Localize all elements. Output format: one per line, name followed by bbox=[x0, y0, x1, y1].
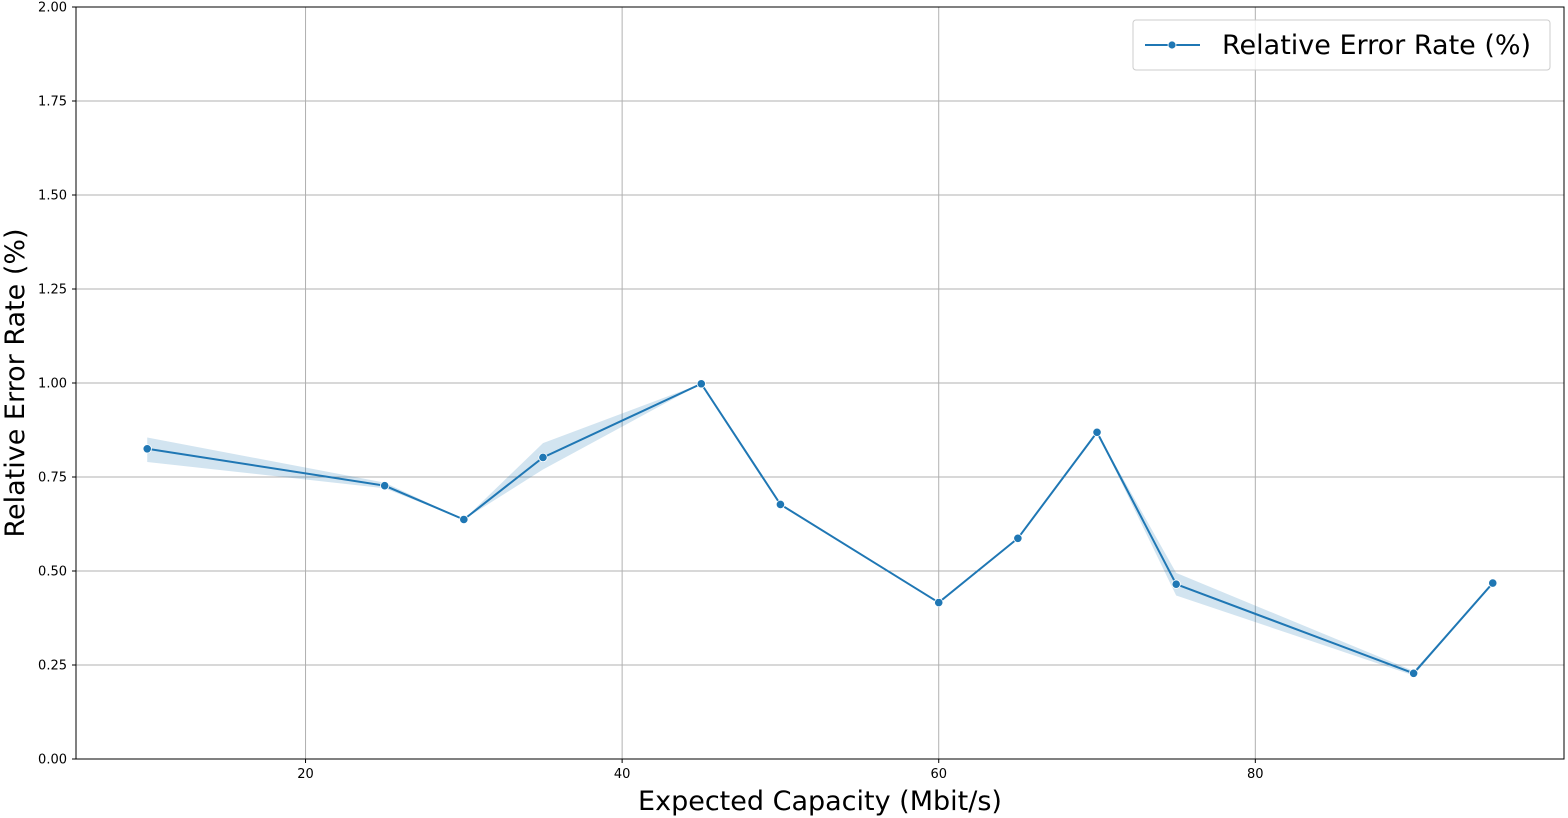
x-axis-label: Expected Capacity (Mbit/s) bbox=[638, 786, 1002, 817]
x-tick-label: 40 bbox=[614, 767, 631, 782]
data-point bbox=[1092, 427, 1102, 437]
data-point bbox=[142, 444, 152, 454]
data-point bbox=[1488, 578, 1498, 588]
y-axis-label: Relative Error Rate (%) bbox=[0, 228, 31, 537]
x-tick-label: 20 bbox=[297, 767, 314, 782]
legend-marker-swatch bbox=[1167, 40, 1177, 50]
data-point bbox=[538, 452, 548, 463]
y-tick-label: 1.25 bbox=[38, 283, 67, 298]
data-point bbox=[1013, 533, 1023, 543]
series-line-layer bbox=[147, 382, 1494, 675]
data-point bbox=[459, 514, 469, 525]
data-point bbox=[696, 379, 706, 389]
series-line bbox=[147, 382, 1494, 675]
data-point bbox=[934, 597, 944, 608]
y-tick-label: 1.75 bbox=[38, 95, 67, 110]
legend-box bbox=[1132, 19, 1551, 71]
data-point bbox=[1409, 668, 1419, 678]
data-point bbox=[380, 481, 390, 491]
data-point bbox=[1171, 579, 1181, 589]
y-tick-label: 0.00 bbox=[38, 753, 67, 768]
tick-layer: 20 40 60 80 0.00 0.25 0.50 0.75 1.00 1.25 1.50 1.75… bbox=[38, 1, 1264, 783]
y-tick-label: 0.75 bbox=[38, 471, 67, 486]
legend: Relative Error Rate (%) bbox=[1132, 19, 1551, 71]
data-point-layer bbox=[142, 379, 1498, 678]
x-tick-label: 80 bbox=[1247, 767, 1264, 782]
data-point bbox=[775, 499, 786, 510]
y-tick-label: 1.50 bbox=[38, 189, 67, 204]
y-tick-label: 0.50 bbox=[38, 565, 67, 580]
y-tick-label: 1.00 bbox=[38, 377, 67, 392]
legend-entry-label: Relative Error Rate (%) bbox=[1222, 30, 1531, 61]
y-tick-label: 2.00 bbox=[38, 1, 67, 16]
x-tick-label: 60 bbox=[930, 767, 947, 782]
y-tick-label: 0.25 bbox=[38, 659, 67, 674]
